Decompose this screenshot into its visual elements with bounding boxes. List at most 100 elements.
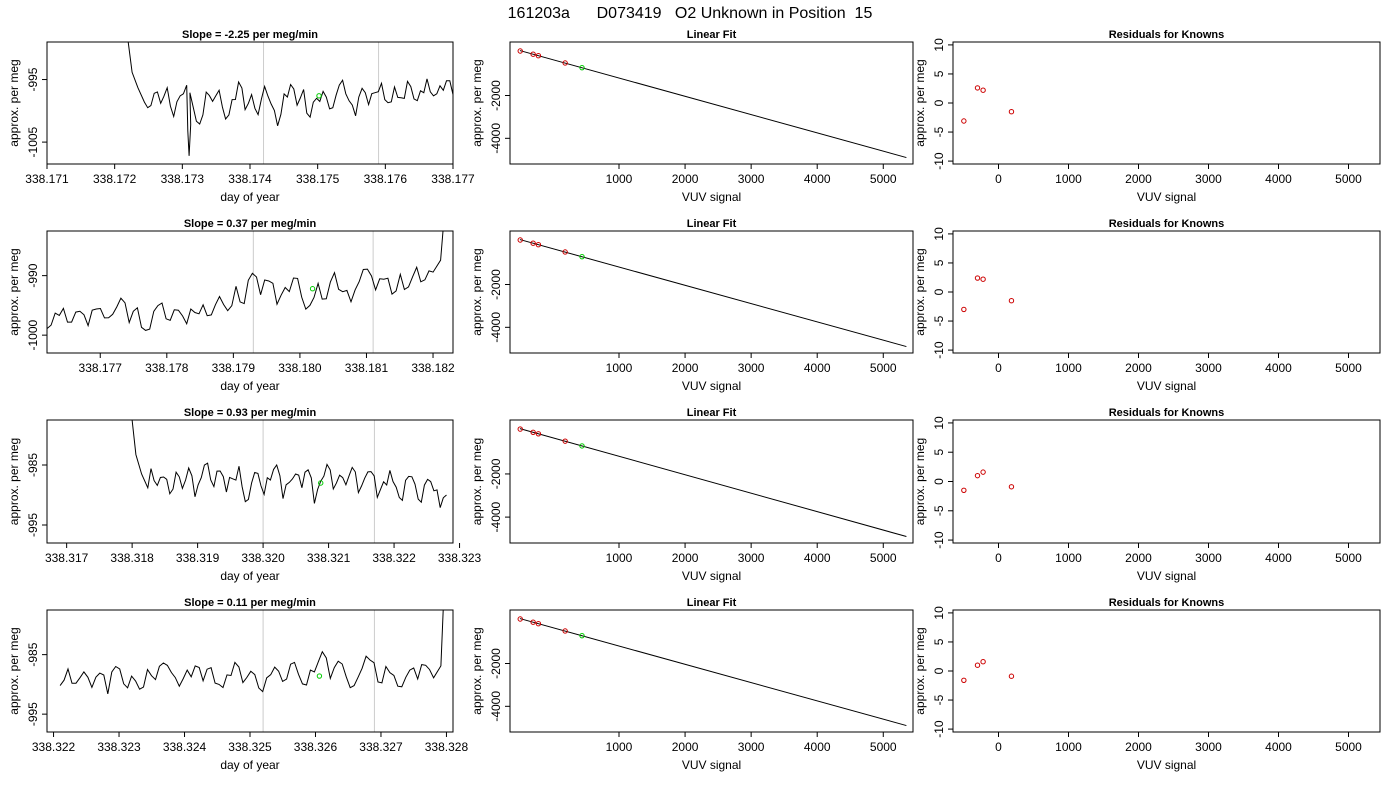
y-tick-label: -2000: [489, 80, 503, 111]
x-tick-label: 338.178: [145, 361, 189, 375]
panel-r1-trace: Slope = -2.25 per meg/min 338.171 338.172 3…: [7, 29, 475, 204]
known-point: [974, 275, 981, 281]
known-point: [530, 429, 536, 435]
x-tick-label: 0: [995, 172, 1002, 186]
y-tick-label: -2000: [489, 269, 503, 300]
plot-frame: [952, 41, 1381, 165]
panel-title: Residuals for Knowns: [1109, 597, 1225, 609]
plot-area: [517, 48, 907, 159]
x-tick-label: 338.323: [97, 740, 141, 754]
known-point: [961, 306, 967, 313]
plot-area: [961, 659, 1015, 683]
plot-area: [961, 469, 1015, 493]
plot-area: [517, 426, 907, 538]
known-point: [517, 237, 523, 243]
data-trace-line: [47, 231, 444, 331]
x-tick-label: 1000: [1055, 172, 1082, 186]
unknown-point: [579, 443, 585, 449]
known-point: [974, 472, 981, 479]
data-trace-line: [59, 610, 444, 695]
x-tick-label: 4000: [1265, 740, 1292, 754]
known-point: [530, 51, 536, 57]
known-point: [1008, 298, 1015, 304]
x-tick-label: 1000: [1055, 361, 1082, 375]
x-tick-label: 338.172: [93, 172, 137, 186]
known-point: [961, 677, 967, 683]
y-axis-label: approx. per meg: [470, 438, 484, 525]
known-point: [535, 620, 542, 627]
panel-r2-fit: Linear Fit 1000 2000 3000 4000 5000 -2000 -4000…: [470, 218, 914, 393]
y-tick-label: 0: [932, 478, 946, 485]
y-tick-label: -4000: [489, 501, 503, 532]
x-tick-label: 4000: [804, 361, 831, 375]
plot-area: [961, 275, 1015, 313]
y-tick-label: -995: [26, 702, 40, 726]
panel-title: Residuals for Knowns: [1109, 218, 1225, 230]
x-tick-label: 5000: [870, 172, 897, 186]
x-tick-label: 338.328: [425, 740, 469, 754]
known-point: [980, 276, 986, 282]
x-tick-label: 338.175: [296, 172, 340, 186]
x-tick-label: 338.323: [438, 551, 482, 565]
x-tick-label: 2000: [672, 361, 699, 375]
panel-r3-fit: Linear Fit 1000 2000 3000 4000 5000 -2000 -4000…: [470, 407, 914, 583]
known-point: [1008, 484, 1015, 490]
y-tick-label: -2000: [489, 648, 503, 679]
y-tick-label: 0: [932, 667, 946, 674]
y-tick-label: 10: [932, 416, 946, 430]
x-tick-label: 2000: [1125, 551, 1152, 565]
x-tick-label: 1000: [606, 740, 633, 754]
x-tick-label: 1000: [606, 361, 633, 375]
fit-line: [519, 428, 907, 538]
x-tick-label: 338.179: [212, 361, 256, 375]
y-axis-label: approx. per meg: [913, 248, 927, 335]
x-tick-label: 2000: [672, 551, 699, 565]
x-tick-label: 338.173: [161, 172, 205, 186]
y-axis-label: approx. per meg: [7, 438, 21, 525]
plot-frame: [509, 230, 914, 354]
x-tick-label: 3000: [1195, 172, 1222, 186]
x-tick-label: 3000: [738, 361, 765, 375]
y-tick-label: -1005: [26, 126, 40, 157]
x-tick-label: 338.177: [431, 172, 475, 186]
y-tick-label: 5: [932, 70, 946, 77]
plot-frame: [509, 419, 914, 544]
panel-r3-resid: Residuals for Knowns 0 1000 2000 3000 4000 500…: [913, 407, 1381, 583]
plot-area: [59, 610, 444, 732]
known-point: [974, 85, 981, 91]
y-tick-label: -1000: [26, 319, 40, 350]
y-axis-label: approx. per meg: [470, 59, 484, 146]
y-tick-label: -10: [932, 341, 946, 359]
plot-frame: [952, 609, 1381, 733]
known-point: [535, 52, 542, 59]
x-axis-label: day of year: [220, 569, 279, 583]
x-tick-label: 2000: [672, 740, 699, 754]
x-axis-label: VUV signal: [682, 758, 741, 772]
x-tick-label: 338.327: [359, 740, 403, 754]
plot-area: [517, 237, 907, 348]
plot-area: [131, 420, 447, 543]
x-tick-label: 338.318: [110, 551, 154, 565]
x-tick-label: 4000: [804, 740, 831, 754]
known-point: [961, 118, 967, 124]
plot-frame: [46, 41, 454, 165]
x-tick-label: 338.177: [79, 361, 123, 375]
panel-r2-resid: Residuals for Knowns 0 1000 2000 3000 4000 500…: [913, 218, 1381, 393]
x-tick-label: 5000: [1335, 361, 1362, 375]
x-tick-label: 338.325: [228, 740, 272, 754]
unknown-sample-point: [309, 286, 316, 292]
y-tick-label: -5: [932, 315, 946, 326]
y-tick-label: -5: [932, 694, 946, 705]
y-axis-label: approx. per meg: [470, 248, 484, 335]
x-tick-label: 4000: [804, 172, 831, 186]
x-tick-label: 3000: [738, 551, 765, 565]
unknown-point: [579, 64, 585, 71]
panel-title: Slope = 0.11 per meg/min: [184, 597, 316, 609]
plot-frame: [46, 230, 454, 354]
x-tick-label: 2000: [1125, 740, 1152, 754]
panel-r1-fit: Linear Fit 1000 2000 3000 4000 5000 -2000 -4000…: [470, 29, 914, 204]
panel-title: Slope = -2.25 per meg/min: [182, 29, 318, 41]
x-tick-label: 5000: [1335, 551, 1362, 565]
unknown-point: [579, 253, 585, 260]
unknown-sample-point: [316, 673, 323, 679]
